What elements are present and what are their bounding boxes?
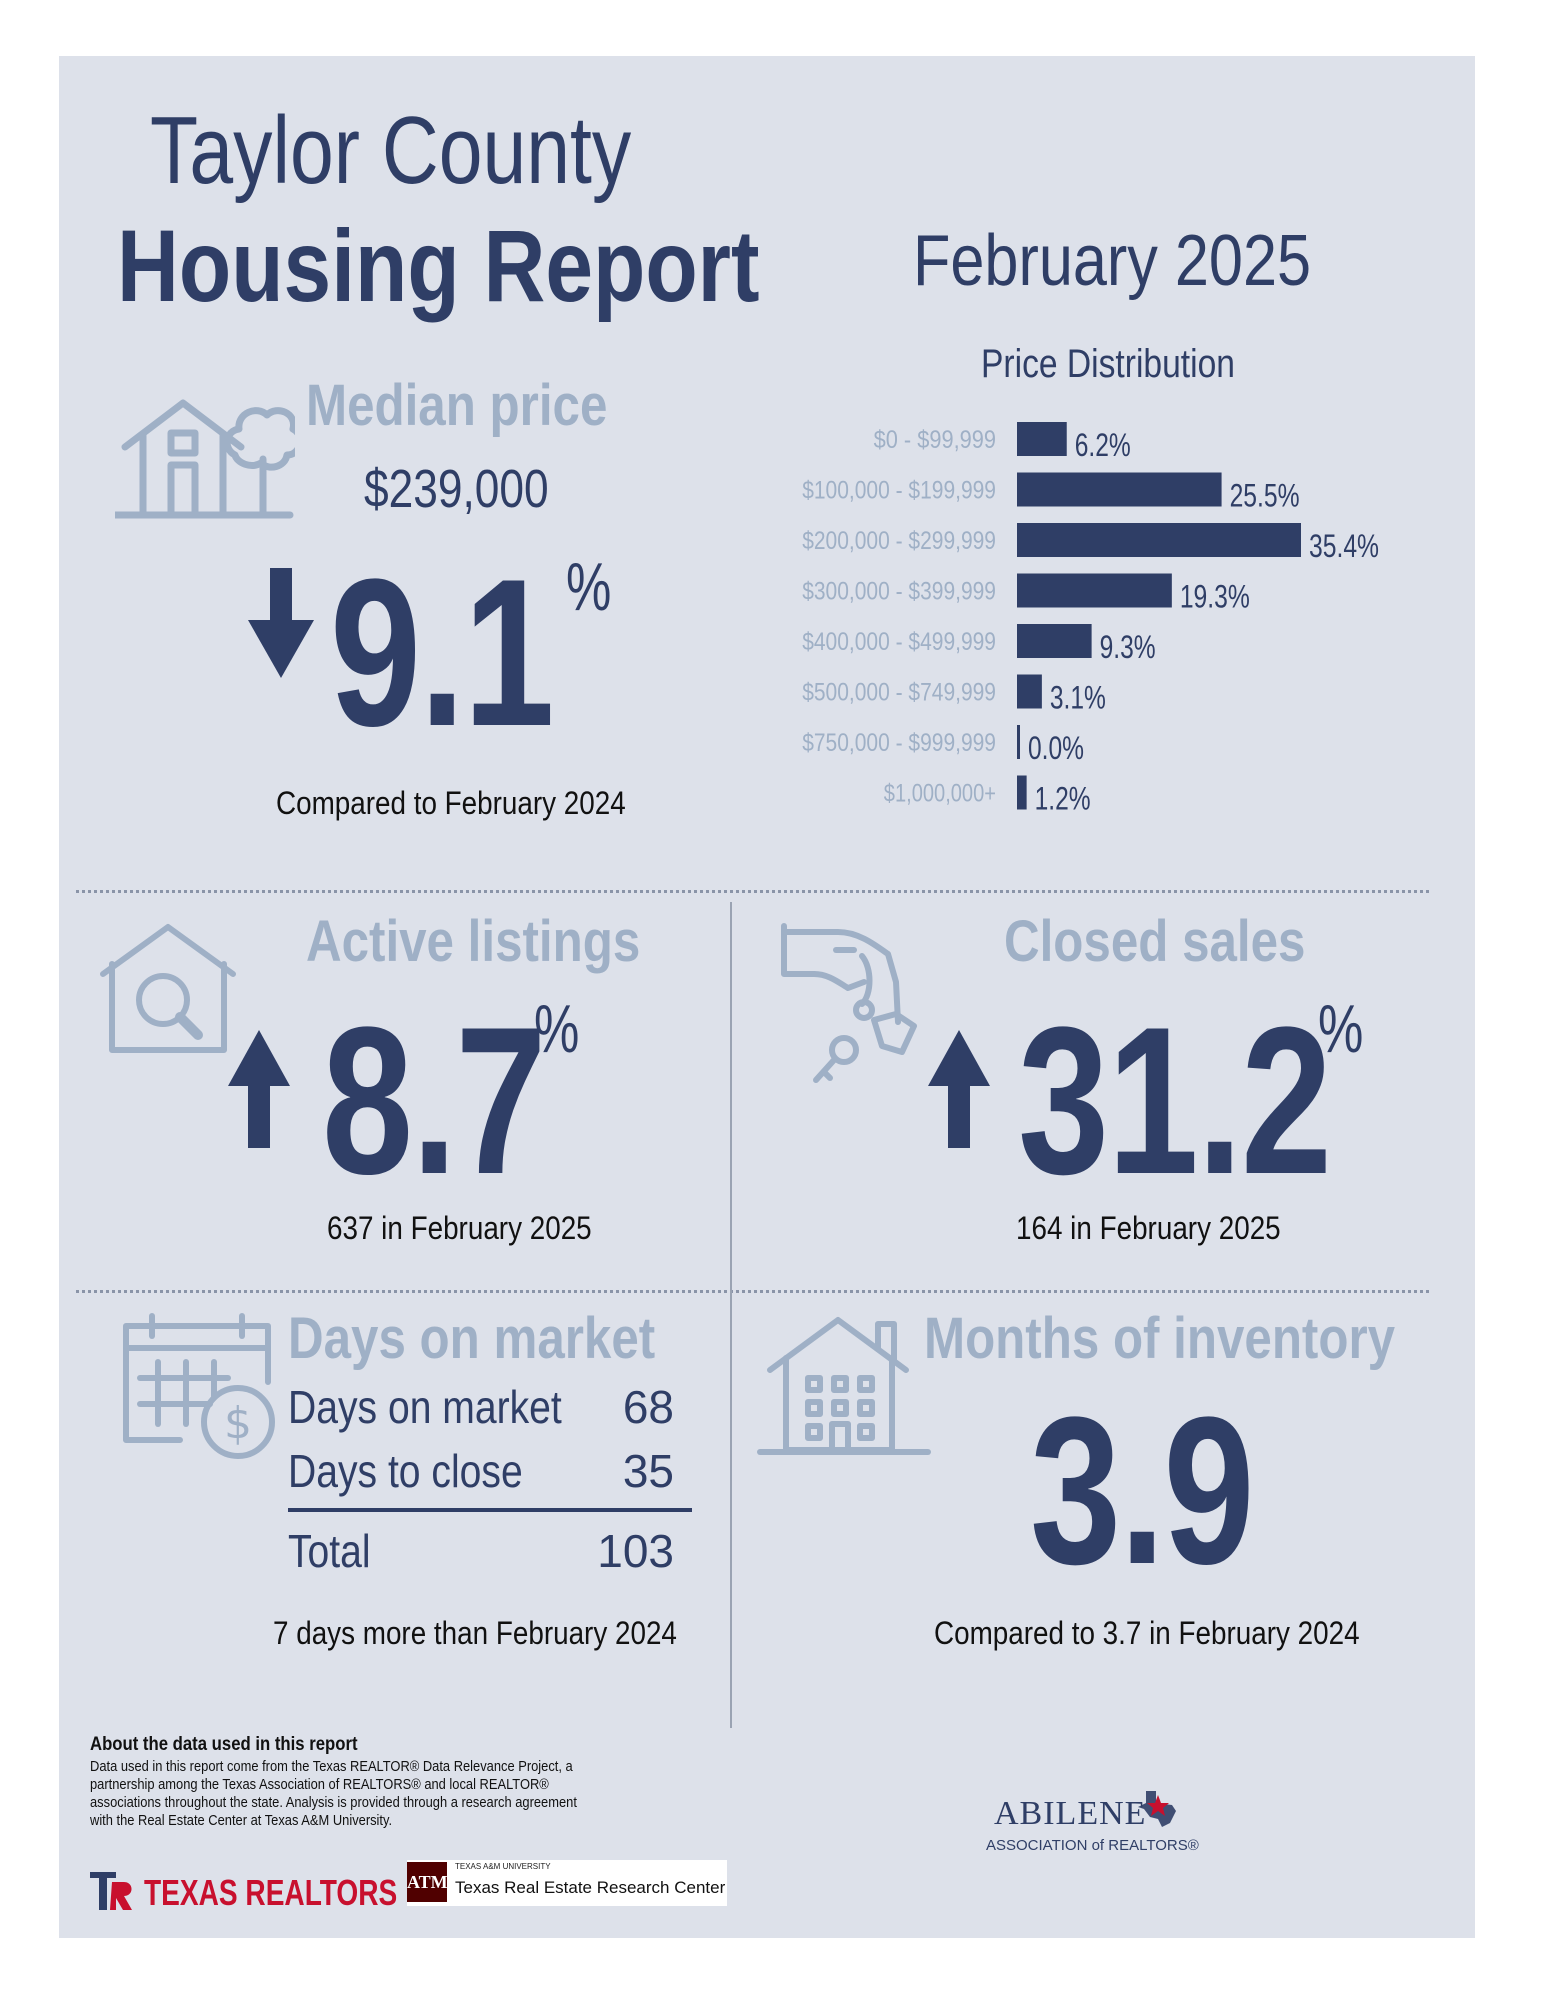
dom-title: Days on market [288, 1306, 656, 1371]
price-bar [1017, 775, 1027, 810]
moi-note: Compared to 3.7 in February 2024 [934, 1615, 1360, 1651]
arrow-down-icon [248, 568, 314, 678]
bar-value-label: 1.2% [1035, 781, 1091, 817]
active-listings-note: 637 in February 2025 [327, 1210, 592, 1246]
texas-realtors-mark-icon [90, 1872, 132, 1910]
median-price-value: $239,000 [364, 459, 549, 519]
bar-category-label: $1,000,000+ [884, 780, 996, 808]
dom-total-rule [288, 1508, 692, 1512]
bar-value-label: 0.0% [1028, 730, 1084, 766]
median-price-change: 9.1 [330, 535, 555, 770]
building-icon [757, 1317, 931, 1455]
moi-value: 3.9 [1030, 1373, 1255, 1608]
bar-category-label: $300,000 - $399,999 [802, 578, 996, 606]
bar-category-label: $200,000 - $299,999 [802, 527, 996, 555]
divider-vertical [730, 902, 732, 1728]
price-bar [1017, 573, 1172, 608]
about-line: associations throughout the state. Analy… [90, 1794, 577, 1811]
bar-category-label: $0 - $99,999 [874, 426, 996, 454]
texas-realtors-text: TEXAS REALTORS [144, 1872, 398, 1913]
dom-row-value: 68 [622, 1381, 674, 1433]
house-search-icon [100, 924, 236, 1053]
about-line: with the Real Estate Center at Texas A&M… [90, 1812, 393, 1829]
bar-value-label: 3.1% [1050, 680, 1106, 716]
closed-sales-title: Closed sales [1004, 909, 1306, 974]
price-bar [1017, 624, 1092, 658]
bar-value-label: 6.2% [1075, 427, 1131, 463]
arrow-up-icon [228, 1030, 290, 1148]
closed-sales-pct-sign: % [1318, 991, 1364, 1067]
abilene-logo: ABILENE ASSOCIATION of REALTORS® [986, 1791, 1206, 1863]
texas-star-icon [1138, 1791, 1176, 1827]
report-month: February 2025 [913, 221, 1312, 301]
divider-top [76, 890, 1429, 893]
tamu-center-text: Texas Real Estate Research Center [455, 1878, 726, 1897]
bar-value-label: 19.3% [1180, 579, 1250, 615]
median-price-note: Compared to February 2024 [276, 785, 626, 821]
active-listings-change: 8.7 [322, 983, 547, 1218]
price-bar [1017, 472, 1222, 507]
about-heading: About the data used in this report [90, 1734, 358, 1755]
price-bar [1017, 725, 1020, 759]
bar-category-label: $100,000 - $199,999 [802, 477, 996, 505]
price-bar [1017, 523, 1301, 557]
about-line: Data used in this report come from the T… [90, 1758, 573, 1775]
tamu-mark-icon: ATM [407, 1862, 448, 1902]
dom-total-value: 103 [597, 1525, 674, 1577]
active-listings-pct-sign: % [534, 991, 580, 1067]
about-text: Data used in this report come from the T… [90, 1758, 656, 1830]
median-price-pct-sign: % [566, 549, 612, 625]
price-bar [1017, 422, 1067, 456]
bar-value-label: 35.4% [1309, 528, 1379, 564]
median-price-title: Median price [306, 373, 608, 438]
tamu-logo: ATM TEXAS A&M UNIVERSITY Texas Real Esta… [407, 1860, 727, 1906]
title-line-2: Housing Report [117, 209, 760, 323]
dom-note: 7 days more than February 2024 [273, 1615, 677, 1651]
title-line-1: Taylor County [150, 97, 632, 204]
bar-category-label: $500,000 - $749,999 [802, 679, 996, 707]
house-tree-icon [115, 399, 295, 519]
active-listings-title: Active listings [306, 909, 641, 974]
svg-text:$: $ [224, 1398, 252, 1449]
abilene-sub-text: ASSOCIATION of REALTORS® [986, 1837, 1199, 1854]
chart-title: Price Distribution [981, 342, 1235, 386]
tamu-small-text: TEXAS A&M UNIVERSITY [455, 1862, 551, 1871]
abilene-text: ABILENE [994, 1795, 1147, 1832]
bar-category-label: $400,000 - $499,999 [802, 628, 996, 656]
bar-category-label: $750,000 - $999,999 [802, 729, 996, 757]
dom-row-label: Days to close [288, 1445, 523, 1497]
dom-total-label: Total [288, 1525, 371, 1577]
dom-row-label: Days on market [288, 1381, 562, 1433]
calendar-dollar-icon: $ [123, 1313, 275, 1459]
bar-value-label: 25.5% [1230, 478, 1300, 514]
hand-key-icon [781, 923, 917, 1083]
divider-middle [76, 1290, 1429, 1293]
moi-title: Months of inventory [924, 1306, 1396, 1371]
report-panel [59, 56, 1475, 1938]
closed-sales-note: 164 in February 2025 [1016, 1210, 1281, 1246]
about-line: partnership among the Texas Association … [90, 1776, 549, 1793]
arrow-up-icon [928, 1030, 990, 1148]
bar-value-label: 9.3% [1100, 629, 1156, 665]
price-bar [1017, 674, 1042, 709]
dom-row-value: 35 [622, 1445, 674, 1497]
closed-sales-change: 31.2 [1018, 983, 1332, 1218]
